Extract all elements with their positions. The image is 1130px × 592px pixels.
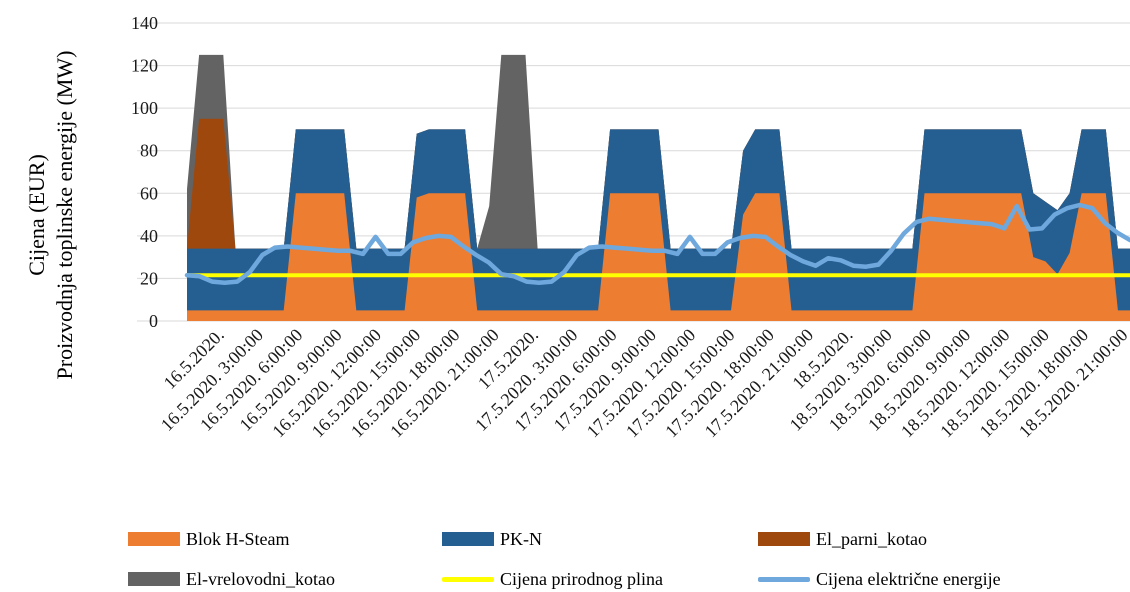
y-tick-label: 20 bbox=[140, 268, 158, 288]
legend-item-cijena-prirodnog-plina: Cijena prirodnog plina bbox=[442, 566, 663, 592]
y-tick-label: 60 bbox=[140, 183, 158, 203]
legend-swatch-el-vrelovodni-kotao bbox=[128, 572, 180, 586]
y-axis-title-line-1: Cijena (EUR) bbox=[24, 154, 49, 276]
y-axis-title-line-2: Proizvodnja toplinske energije (MW) bbox=[52, 51, 77, 380]
legend-swatch-cijena-elektricne-energije bbox=[758, 576, 810, 582]
y-tick-label: 40 bbox=[140, 226, 158, 246]
price-lines bbox=[184, 202, 1130, 285]
legend-label: Cijena električne energije bbox=[816, 568, 1001, 589]
y-tick-label: 0 bbox=[149, 311, 158, 331]
legend-swatch-el-parni-kotao bbox=[758, 532, 810, 546]
line-cijena-elektri-ne-energije bbox=[184, 202, 1130, 285]
legend-label: Blok H-Steam bbox=[186, 528, 290, 549]
legend-swatch-blok-h-steam bbox=[128, 532, 180, 546]
y-tick-label: 140 bbox=[131, 13, 158, 33]
legend: Blok H-Steam PK-N El_parni_kotao El-vrel… bbox=[120, 522, 1120, 589]
legend-swatch-cijena-prirodnog-plina bbox=[442, 576, 494, 582]
legend-swatch-pk-n bbox=[442, 532, 494, 546]
legend-item-cijena-elektricne-energije: Cijena električne energije bbox=[758, 566, 1001, 592]
legend-label: El_parni_kotao bbox=[816, 528, 927, 549]
legend-label: Cijena prirodnog plina bbox=[500, 568, 663, 589]
legend-item-pk-n: PK-N bbox=[442, 526, 542, 552]
chart-canvas: 0 20 40 60 80 100 120 140 16.5.2020.16.5.2020. … bbox=[24, 13, 1130, 442]
y-axis-tick-labels: 0 20 40 60 80 100 120 140 bbox=[131, 13, 158, 331]
legend-label: El-vrelovodni_kotao bbox=[186, 568, 335, 589]
stacked-areas bbox=[187, 54, 1130, 322]
y-tick-label: 100 bbox=[131, 98, 158, 118]
y-tick-label: 120 bbox=[131, 56, 158, 76]
legend-item-el-vrelovodni-kotao: El-vrelovodni_kotao bbox=[128, 566, 335, 592]
y-tick-label: 80 bbox=[140, 141, 158, 161]
area-blok-h-steam bbox=[187, 193, 1130, 321]
legend-item-el-parni-kotao: El_parni_kotao bbox=[758, 526, 927, 552]
legend-item-blok-h-steam: Blok H-Steam bbox=[128, 526, 290, 552]
legend-label: PK-N bbox=[500, 528, 543, 549]
